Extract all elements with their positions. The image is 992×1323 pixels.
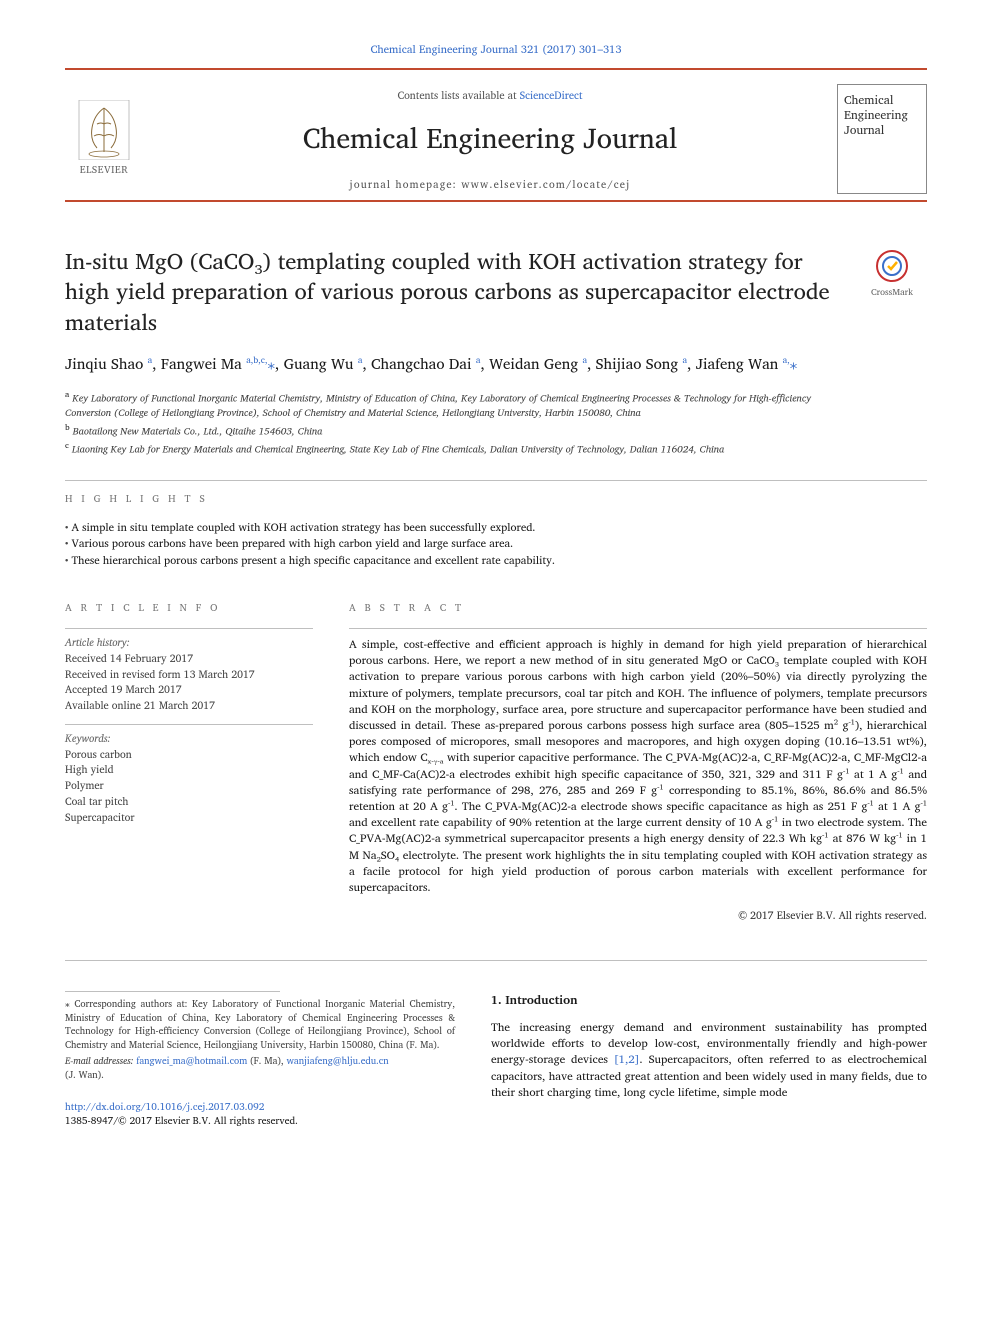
email-link-2[interactable]: wanjiafeng@hlju.edu.cn [286,1054,388,1069]
elsevier-tree-icon [78,100,130,160]
journal-name: Chemical Engineering Journal [163,116,817,161]
author-list: Jinqiu Shao a, Fangwei Ma a,b,c,⁎, Guang… [65,353,839,376]
affiliation-a: a Key Laboratory of Functional Inorganic… [65,388,839,421]
issn-line: 1385-8947/© 2017 Elsevier B.V. All right… [65,1113,298,1129]
contents-prefix: Contents lists available at [398,86,520,104]
article-info-label: A R T I C L E I N F O [65,590,313,616]
email-link-1[interactable]: fangwei_ma@hotmail.com [136,1054,247,1069]
crossmark-badge[interactable]: CrossMark [857,250,927,480]
doi-block: http://dx.doi.org/10.1016/j.cej.2017.03.… [65,1100,455,1128]
abstract-text: A simple, cost-effective and efficient a… [349,628,927,896]
article-info: Article history: Received 14 February 20… [65,628,313,825]
highlights-list: A simple in situ template coupled with K… [65,519,927,569]
email-line: E-mail addresses: fangwei_ma@hotmail.com… [65,1055,455,1068]
history-label: Article history: [65,628,313,651]
highlights-label: H I G H L I G H T S [65,480,927,507]
article-title: In-situ MgO (CaCO₃) templating coupled w… [65,246,839,337]
masthead: ELSEVIER Contents lists available at Sci… [65,70,927,200]
introduction-heading: 1. Introduction [491,991,927,1010]
crossmark-icon [876,250,908,282]
masthead-center: Contents lists available at ScienceDirec… [163,86,817,193]
journal-homepage: journal homepage: www.elsevier.com/locat… [163,175,817,193]
publisher-name: ELSEVIER [80,162,128,178]
sciencedirect-link[interactable]: ScienceDirect [520,86,583,104]
footnote-rule [65,991,280,992]
journal-cover-thumbnail: Chemical Engineering Journal [837,84,927,194]
keyword: Supercapacitor [65,810,313,826]
email-label: E-mail addresses: [65,1054,133,1069]
highlight-item: These hierarchical porous carbons presen… [65,552,927,569]
corresponding-text: ⁎ Corresponding authors at: Key Laborato… [65,998,455,1052]
section-divider [65,960,927,961]
cover-line-3: Journal [844,123,920,138]
email-2-who: (J. Wan). [65,1069,455,1082]
contents-line: Contents lists available at ScienceDirec… [163,86,817,104]
corresponding-author-footnote: ⁎ Corresponding authors at: Key Laborato… [65,998,455,1082]
online-date: Available online 21 March 2017 [65,698,313,714]
highlight-item: A simple in situ template coupled with K… [65,519,927,536]
crossmark-label: CrossMark [871,284,913,299]
highlight-item: Various porous carbons have been prepare… [65,535,927,552]
running-head-citation: Chemical Engineering Journal 321 (2017) … [65,40,927,58]
keywords-label: Keywords: [65,724,313,747]
info-abstract-row: A R T I C L E I N F O Article history: R… [65,590,927,924]
affiliation-b: b Baotailong New Materials Co., Ltd., Qi… [65,421,839,439]
email-1-who: (F. Ma), [250,1054,284,1069]
intro-row: ⁎ Corresponding authors at: Key Laborato… [65,991,927,1128]
affiliation-c: c Liaoning Key Lab for Energy Materials … [65,439,839,457]
abstract-copyright: © 2017 Elsevier B.V. All rights reserved… [349,906,927,924]
publisher-logo: ELSEVIER [65,100,143,178]
affiliations: a Key Laboratory of Functional Inorganic… [65,388,839,458]
abstract-label: A B S T R A C T [349,590,927,616]
introduction-body: The increasing energy demand and environ… [491,1020,927,1101]
bottom-rule [65,200,927,202]
title-block: In-situ MgO (CaCO₃) templating coupled w… [65,246,927,480]
